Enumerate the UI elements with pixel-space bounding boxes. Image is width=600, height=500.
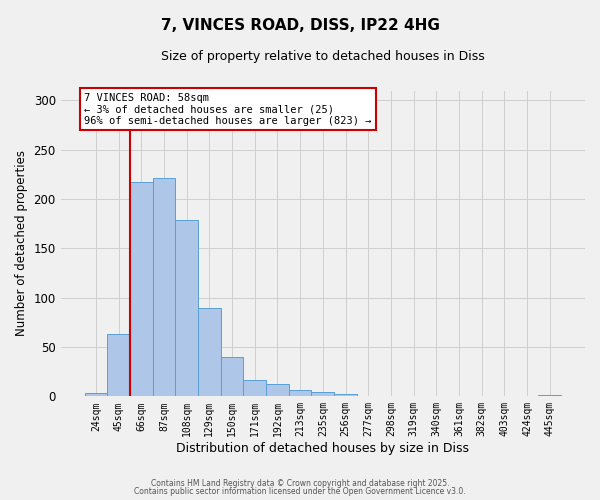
- X-axis label: Distribution of detached houses by size in Diss: Distribution of detached houses by size …: [176, 442, 469, 455]
- Bar: [107, 334, 130, 396]
- Bar: [175, 220, 198, 396]
- Bar: [289, 390, 311, 396]
- Text: Contains public sector information licensed under the Open Government Licence v3: Contains public sector information licen…: [134, 487, 466, 496]
- Bar: [130, 182, 152, 396]
- Title: Size of property relative to detached houses in Diss: Size of property relative to detached ho…: [161, 50, 485, 63]
- Text: 7, VINCES ROAD, DISS, IP22 4HG: 7, VINCES ROAD, DISS, IP22 4HG: [161, 18, 439, 32]
- Bar: [152, 178, 175, 396]
- Bar: [85, 394, 107, 396]
- Text: Contains HM Land Registry data © Crown copyright and database right 2025.: Contains HM Land Registry data © Crown c…: [151, 478, 449, 488]
- Bar: [221, 357, 244, 397]
- Text: 7 VINCES ROAD: 58sqm
← 3% of detached houses are smaller (25)
96% of semi-detach: 7 VINCES ROAD: 58sqm ← 3% of detached ho…: [85, 92, 372, 126]
- Bar: [198, 308, 221, 396]
- Bar: [311, 392, 334, 396]
- Bar: [334, 394, 357, 396]
- Y-axis label: Number of detached properties: Number of detached properties: [15, 150, 28, 336]
- Bar: [266, 384, 289, 396]
- Bar: [244, 380, 266, 396]
